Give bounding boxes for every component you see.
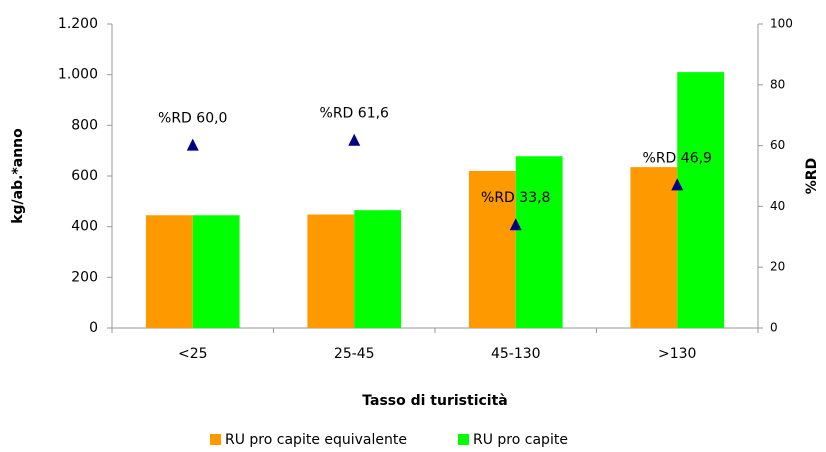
y2-tick-label: 20: [770, 260, 785, 274]
bar: [145, 215, 193, 328]
bar: [354, 210, 402, 328]
bar: [307, 214, 355, 328]
marker: [671, 178, 684, 191]
bar: [515, 156, 563, 328]
y-tick-label: 0: [89, 320, 98, 336]
legend-swatch: [210, 434, 221, 445]
x-tick-label: 25-45: [334, 346, 375, 362]
data-label: %RD 60,0: [158, 111, 227, 127]
y-tick-label: 400: [71, 219, 98, 235]
y2-tick-label: 80: [770, 77, 785, 91]
x-tick-label: 45-130: [491, 346, 541, 362]
legend-swatch: [458, 434, 469, 445]
y-tick-label: 800: [71, 117, 98, 133]
y2-axis-label: %RD: [804, 158, 820, 194]
y-axis-label: kg/ab.*anno: [10, 128, 26, 224]
data-label: %RD 46,9: [643, 150, 712, 166]
x-tick-label: <25: [178, 346, 208, 362]
marker: [509, 218, 522, 231]
y-tick-label: 1.000: [58, 67, 98, 83]
y-tick-label: 600: [71, 168, 98, 184]
y2-tick-label: 100: [770, 17, 793, 31]
data-label: %RD 33,8: [481, 190, 550, 206]
bar: [630, 167, 678, 328]
data-label: %RD 61,6: [320, 106, 390, 122]
y-tick-label: 1.200: [58, 16, 98, 32]
y2-tick-label: 0: [770, 321, 778, 335]
bar: [468, 170, 516, 328]
legend-label: RU pro capite: [473, 432, 568, 448]
bar: [192, 215, 240, 328]
legend-label: RU pro capite equivalente: [225, 432, 407, 448]
marker: [348, 133, 361, 146]
y-tick-label: 200: [71, 269, 98, 285]
marker: [186, 138, 199, 151]
bar: [677, 72, 725, 328]
y2-tick-label: 40: [770, 199, 785, 213]
x-axis-label: Tasso di turisticità: [362, 393, 507, 409]
x-tick-label: >130: [658, 346, 696, 362]
y2-tick-label: 60: [770, 138, 785, 152]
